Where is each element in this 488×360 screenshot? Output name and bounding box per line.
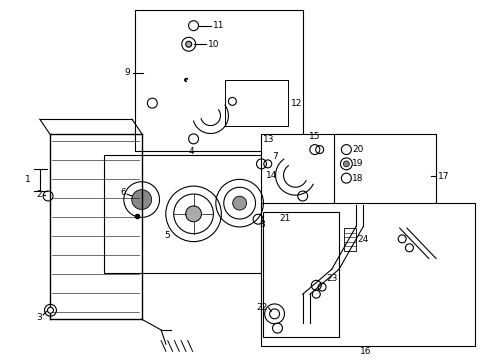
Circle shape <box>269 309 279 319</box>
Text: 3: 3 <box>37 313 42 322</box>
Bar <box>343 228 355 251</box>
Bar <box>135 10 302 151</box>
Text: 21: 21 <box>279 214 290 223</box>
Text: 19: 19 <box>351 159 363 168</box>
Text: 20: 20 <box>351 145 363 154</box>
Text: 18: 18 <box>351 174 363 183</box>
Text: 16: 16 <box>359 347 371 356</box>
Text: 9: 9 <box>124 68 130 77</box>
Text: 1: 1 <box>25 175 31 184</box>
Text: 14: 14 <box>265 171 277 180</box>
Circle shape <box>47 307 53 313</box>
Text: 15: 15 <box>308 132 320 141</box>
Circle shape <box>185 41 191 47</box>
Text: 8: 8 <box>259 220 264 229</box>
Bar <box>224 80 287 126</box>
Circle shape <box>131 190 151 210</box>
Text: 22: 22 <box>256 303 267 312</box>
Bar <box>261 203 474 346</box>
Text: 5: 5 <box>163 231 169 240</box>
Text: 7: 7 <box>272 152 278 161</box>
Text: 23: 23 <box>325 274 337 283</box>
Circle shape <box>343 161 348 167</box>
Text: 4: 4 <box>188 147 194 156</box>
Text: 11: 11 <box>213 21 224 30</box>
Text: 6: 6 <box>120 188 125 197</box>
Circle shape <box>185 206 201 222</box>
Text: 24: 24 <box>357 235 368 244</box>
Bar <box>103 155 292 273</box>
Text: 10: 10 <box>208 40 219 49</box>
Text: 2: 2 <box>37 190 42 199</box>
Text: 12: 12 <box>290 99 301 108</box>
Text: 13: 13 <box>263 135 274 144</box>
Text: 17: 17 <box>437 172 448 181</box>
Circle shape <box>232 196 246 210</box>
Bar <box>334 134 435 207</box>
Bar <box>261 134 355 207</box>
Bar <box>263 212 338 337</box>
